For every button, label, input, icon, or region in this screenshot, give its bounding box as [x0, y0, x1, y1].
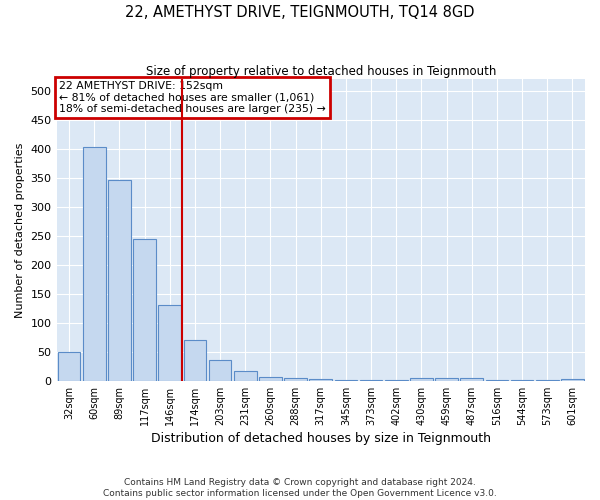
Bar [536, 380, 559, 381]
Bar [259, 377, 282, 381]
Bar [158, 306, 181, 381]
Text: 22 AMETHYST DRIVE: 152sqm
← 81% of detached houses are smaller (1,061)
18% of se: 22 AMETHYST DRIVE: 152sqm ← 81% of detac… [59, 80, 326, 114]
Bar [335, 380, 357, 381]
Bar [108, 180, 131, 381]
Title: Size of property relative to detached houses in Teignmouth: Size of property relative to detached ho… [146, 65, 496, 78]
Bar [284, 378, 307, 381]
Text: 22, AMETHYST DRIVE, TEIGNMOUTH, TQ14 8GD: 22, AMETHYST DRIVE, TEIGNMOUTH, TQ14 8GD [125, 5, 475, 20]
Bar [133, 238, 156, 381]
Bar [511, 380, 533, 381]
Bar [385, 380, 407, 381]
Text: Contains HM Land Registry data © Crown copyright and database right 2024.
Contai: Contains HM Land Registry data © Crown c… [103, 478, 497, 498]
Bar [184, 340, 206, 381]
Bar [310, 379, 332, 381]
Bar [460, 378, 483, 381]
Bar [209, 360, 232, 381]
Bar [234, 371, 257, 381]
X-axis label: Distribution of detached houses by size in Teignmouth: Distribution of detached houses by size … [151, 432, 491, 445]
Bar [83, 147, 106, 381]
Y-axis label: Number of detached properties: Number of detached properties [15, 142, 25, 318]
Bar [561, 379, 584, 381]
Bar [410, 378, 433, 381]
Bar [485, 380, 508, 381]
Bar [360, 380, 382, 381]
Bar [58, 352, 80, 381]
Bar [435, 378, 458, 381]
